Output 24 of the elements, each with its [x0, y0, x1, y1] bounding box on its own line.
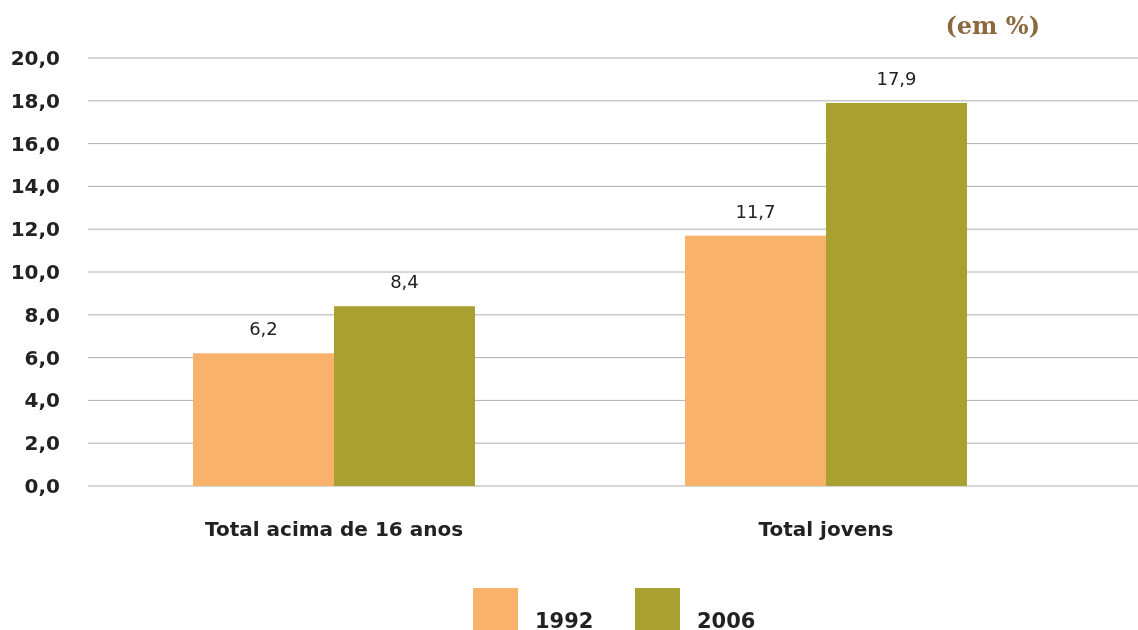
y-tick-label: 10,0 [10, 260, 60, 284]
chart-title: (em %) [945, 11, 1040, 40]
y-tick-label: 8,0 [24, 302, 60, 327]
y-tick-label: 14,0 [10, 174, 60, 199]
legend-label: 1992 [535, 609, 594, 630]
x-tick-label: Total acima de 16 anos [204, 517, 464, 541]
bar [334, 306, 475, 486]
y-tick-label: 0,0 [24, 474, 60, 498]
x-tick-label: Total jovens [758, 517, 894, 541]
y-tick-label: 6,0 [24, 345, 60, 370]
y-tick-label: 12,0 [10, 217, 60, 242]
y-tick-label: 4,0 [24, 388, 60, 413]
bar [685, 235, 826, 486]
y-tick-label: 18,0 [10, 88, 60, 113]
bar [193, 353, 334, 486]
legend-label: 2006 [697, 609, 756, 630]
data-label: 11,7 [735, 200, 776, 222]
data-label: 17,9 [876, 67, 917, 89]
y-tick-label: 2,0 [24, 431, 60, 456]
data-label: 8,4 [390, 271, 419, 293]
bar [826, 102, 967, 486]
y-tick-label: 20,0 [10, 46, 60, 70]
y-tick-label: 16,0 [10, 131, 60, 156]
data-label: 6,2 [249, 318, 278, 340]
